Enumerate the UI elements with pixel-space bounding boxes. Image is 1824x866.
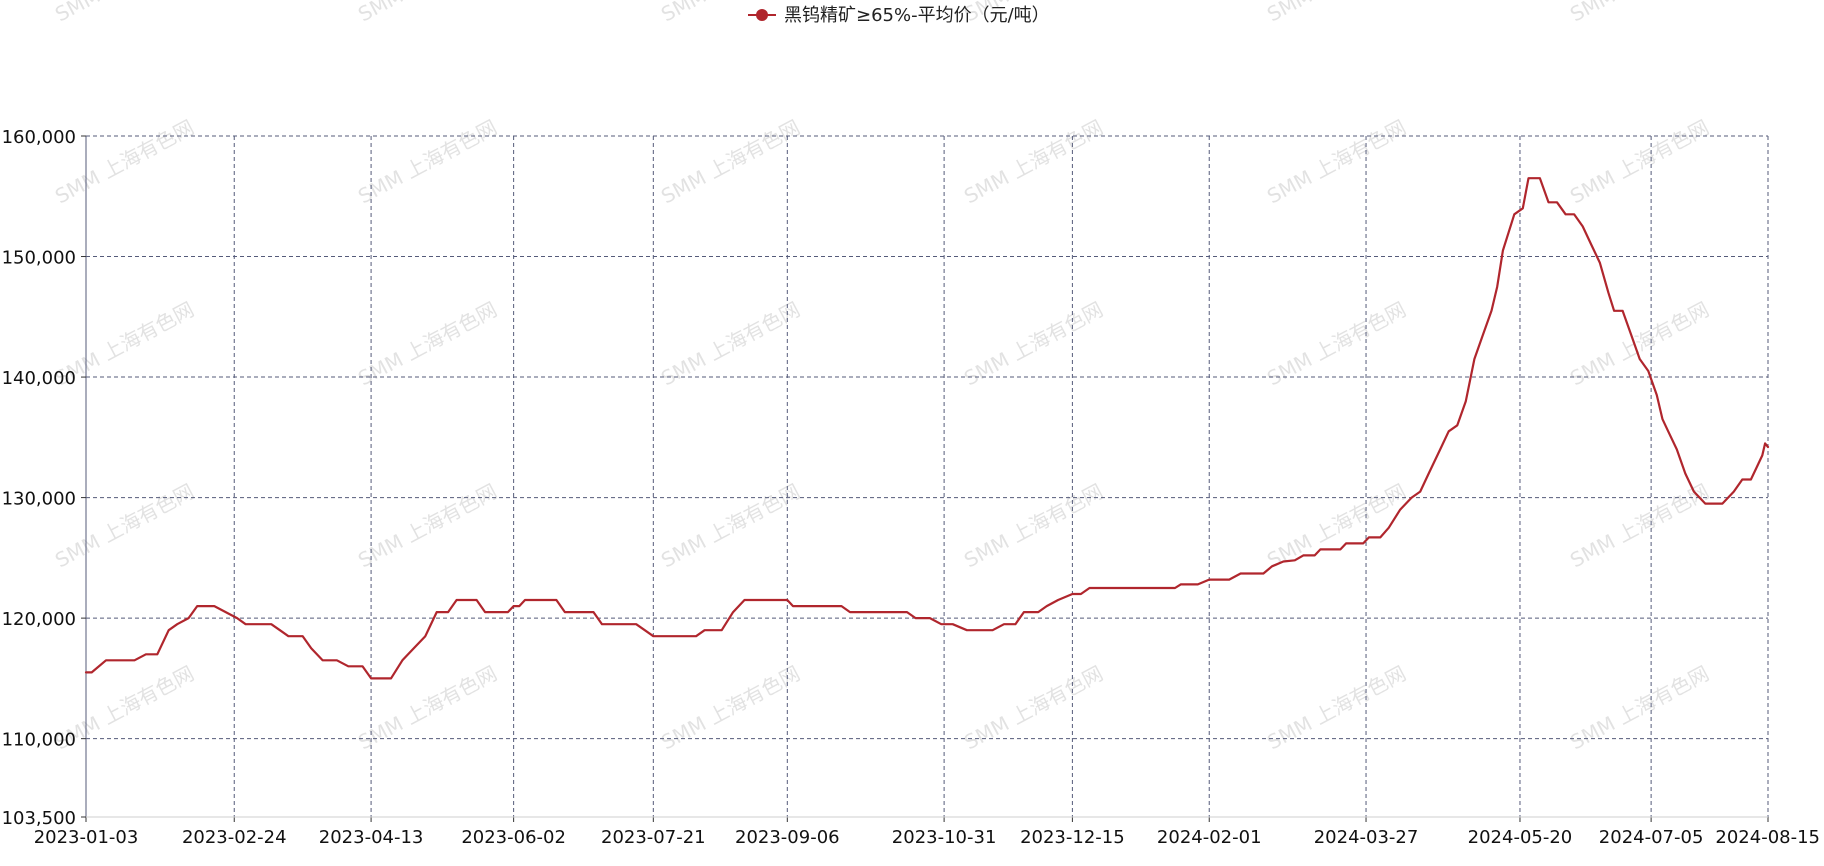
watermark-text: SMM 上海有色网 xyxy=(1566,115,1713,208)
axis-layer: 103,500 110,000 120,000 130,000 140,000 150,0… xyxy=(2,127,1820,848)
y-tick-label: 103,500 xyxy=(2,808,76,829)
watermark-text: SMM 上海有色网 xyxy=(1263,115,1410,208)
watermark-text: SMM 上海有色网 xyxy=(657,661,804,754)
x-tick-label: 2024-03-27 xyxy=(1314,827,1419,848)
x-tick-label: 2023-07-21 xyxy=(601,827,706,848)
series-line[interactable] xyxy=(84,177,1770,680)
x-tick-label: 2023-04-13 xyxy=(319,827,424,848)
series-layer xyxy=(84,177,1770,680)
watermark-text: SMM 上海有色网 xyxy=(657,115,804,208)
watermark-text: SMM 上海有色网 xyxy=(354,661,501,754)
x-tick-label: 2023-12-15 xyxy=(1020,827,1125,848)
watermark-text: SMM 上海有色网 xyxy=(354,0,501,26)
watermark-layer: SMM 上海有色网 SMM 上海有色网 SMM 上海有色网 SMM 上海有色网 SMM … xyxy=(51,0,1713,754)
y-tick-label: 160,000 xyxy=(2,127,76,148)
grid-layer xyxy=(86,135,1769,817)
x-tick-label: 2024-08-15 xyxy=(1715,827,1820,848)
watermark-text: SMM 上海有色网 xyxy=(1263,297,1410,390)
x-tick-label: 2023-01-03 xyxy=(34,827,139,848)
x-tick-label: 2024-07-05 xyxy=(1599,827,1704,848)
x-tick-label: 2024-02-01 xyxy=(1157,827,1262,848)
x-tick-label: 2023-02-24 xyxy=(182,827,287,848)
watermark-text: SMM 上海有色网 xyxy=(1566,0,1713,26)
watermark-text: SMM 上海有色网 xyxy=(960,115,1107,208)
y-tick-label: 120,000 xyxy=(2,609,76,630)
y-tick-label: 110,000 xyxy=(2,730,76,751)
watermark-text: SMM 上海有色网 xyxy=(1263,0,1410,26)
x-tick-label: 2023-06-02 xyxy=(461,827,566,848)
y-tick-label: 130,000 xyxy=(2,489,76,510)
legend[interactable]: 黑钨精矿≥65%-平均价（元/吨） xyxy=(748,5,1050,26)
watermark-text: SMM 上海有色网 xyxy=(354,297,501,390)
legend-series-label[interactable]: 黑钨精矿≥65%-平均价（元/吨） xyxy=(784,5,1050,26)
watermark-text: SMM 上海有色网 xyxy=(1566,297,1713,390)
watermark-text: SMM 上海有色网 xyxy=(960,661,1107,754)
watermark-text: SMM 上海有色网 xyxy=(657,0,804,26)
x-tick-label: 2023-10-31 xyxy=(892,827,997,848)
y-tick-label: 150,000 xyxy=(2,248,76,269)
x-tick-label: 2023-09-06 xyxy=(735,827,840,848)
legend-dot-icon xyxy=(756,9,768,21)
watermark-text: SMM 上海有色网 xyxy=(1263,661,1410,754)
watermark-text: SMM 上海有色网 xyxy=(657,479,804,572)
watermark-text: SMM 上海有色网 xyxy=(354,115,501,208)
watermark-text: SMM 上海有色网 xyxy=(354,479,501,572)
watermark-text: SMM 上海有色网 xyxy=(1566,661,1713,754)
watermark-text: SMM 上海有色网 xyxy=(960,297,1107,390)
watermark-text: SMM 上海有色网 xyxy=(960,479,1107,572)
watermark-text: SMM 上海有色网 xyxy=(1566,479,1713,572)
watermark-text: SMM 上海有色网 xyxy=(51,0,198,26)
watermark-text: SMM 上海有色网 xyxy=(657,297,804,390)
watermark-text: SMM 上海有色网 xyxy=(1263,479,1410,572)
y-tick-label: 140,000 xyxy=(2,368,76,389)
x-tick-label: 2024-05-20 xyxy=(1468,827,1573,848)
